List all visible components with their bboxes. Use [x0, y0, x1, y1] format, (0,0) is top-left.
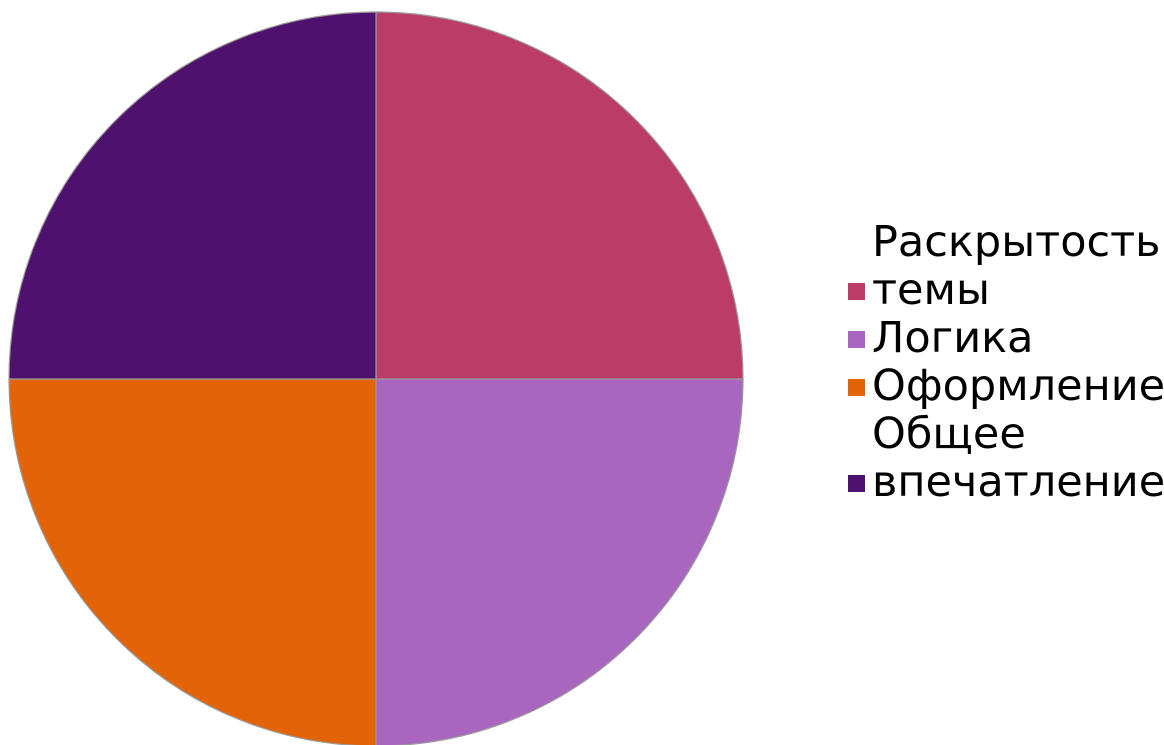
- legend-item-logika: Логика: [848, 314, 1164, 362]
- legend-label-logika: Логика: [872, 313, 1034, 363]
- legend-label-oformlenie: Оформление: [872, 361, 1164, 411]
- pie-slice-raskrytost-temy: [375, 11, 744, 380]
- legend-swatch-oformlenie: [848, 379, 865, 396]
- legend-item-obshchee-vpechatlenie: Общее впечатление: [848, 410, 1164, 506]
- pie-slice-obshchee-vpechatlenie: [8, 11, 377, 380]
- legend-label-raskrytost-temy: Раскрытость темы: [872, 217, 1161, 315]
- legend-item-oformlenie: Оформление: [848, 362, 1164, 410]
- pie-slice-logika: [375, 378, 744, 745]
- pie-slice-oformlenie: [8, 378, 377, 745]
- legend-swatch-raskrytost-temy: [848, 283, 865, 300]
- chart-legend: Раскрытость темы Логика Оформление Общее…: [848, 218, 1164, 506]
- legend-label-obshchee-vpechatlenie: Общее впечатление: [872, 409, 1164, 507]
- legend-swatch-obshchee-vpechatlenie: [848, 475, 865, 492]
- legend-item-raskrytost-temy: Раскрытость темы: [848, 218, 1164, 314]
- legend-swatch-logika: [848, 331, 865, 348]
